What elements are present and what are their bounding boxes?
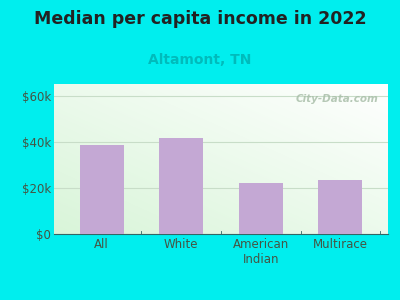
Text: City-Data.com: City-Data.com bbox=[295, 94, 378, 104]
Bar bbox=[80, 145, 124, 234]
Text: Altamont, TN: Altamont, TN bbox=[148, 52, 252, 67]
Bar bbox=[159, 138, 203, 234]
Bar bbox=[239, 183, 283, 234]
Text: Median per capita income in 2022: Median per capita income in 2022 bbox=[34, 11, 366, 28]
Bar bbox=[318, 181, 362, 234]
